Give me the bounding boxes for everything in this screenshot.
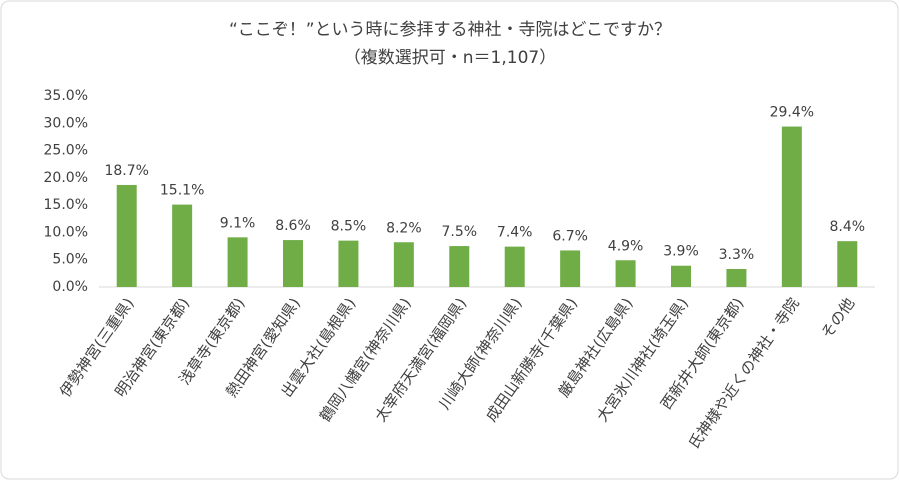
y-tick-label: 20.0% <box>44 170 88 186</box>
y-tick-label: 10.0% <box>44 224 88 240</box>
bar <box>116 184 137 287</box>
bar <box>781 126 802 287</box>
bar <box>172 204 193 287</box>
chart-title: “ここぞ！”という時に参拝する神社・寺院はどこですか？ <box>229 20 671 40</box>
bar <box>726 268 747 287</box>
bar <box>227 237 248 287</box>
bar <box>560 250 581 287</box>
value-label: 7.4% <box>497 225 533 241</box>
value-label: 29.4% <box>770 105 814 121</box>
bar <box>338 240 359 287</box>
value-label: 6.7% <box>552 228 588 244</box>
y-tick-label: 25.0% <box>44 143 88 159</box>
value-label: 3.3% <box>719 247 755 263</box>
bar <box>393 242 414 287</box>
bar <box>837 241 858 287</box>
y-tick-label: 15.0% <box>44 197 88 213</box>
value-label: 8.6% <box>275 218 311 234</box>
value-label: 3.9% <box>663 244 699 260</box>
value-label: 8.2% <box>386 220 422 236</box>
y-tick-label: 5.0% <box>52 252 88 268</box>
value-label: 8.5% <box>331 219 367 235</box>
value-label: 9.1% <box>220 215 256 231</box>
bar <box>449 246 470 287</box>
bar <box>671 265 691 287</box>
value-label: 15.1% <box>160 183 204 199</box>
bar <box>615 260 636 287</box>
value-label: 7.5% <box>441 224 477 240</box>
chart-subtitle: （複数選択可・n＝1,107） <box>344 48 556 68</box>
value-label: 4.9% <box>608 238 644 254</box>
value-label: 8.4% <box>829 219 865 235</box>
y-tick-label: 35.0% <box>44 88 88 104</box>
bar <box>504 246 525 287</box>
y-tick-label: 0.0% <box>52 279 88 295</box>
y-tick-label: 30.0% <box>44 115 88 131</box>
value-label: 18.7% <box>104 163 148 179</box>
bar <box>283 240 303 287</box>
